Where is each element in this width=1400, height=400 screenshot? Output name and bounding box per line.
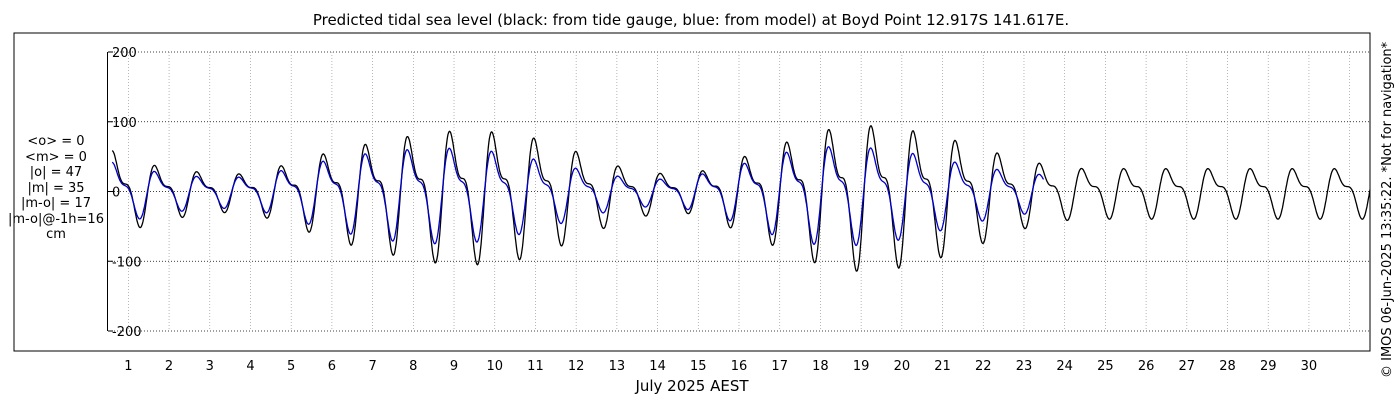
- y-tick-label: -200: [112, 325, 142, 340]
- x-tick-label: 27: [1179, 359, 1196, 374]
- stat-mean-model: <m> = 0: [25, 149, 87, 165]
- stat-mean-observed: <o> = 0: [27, 134, 85, 149]
- x-tick-label: 20: [894, 359, 911, 374]
- x-tick-label: 19: [853, 359, 870, 374]
- x-tick-label: 14: [649, 359, 666, 374]
- x-tick-label: 26: [1138, 359, 1155, 374]
- stat-abs-diff: |m-o| = 17: [20, 196, 91, 211]
- x-tick-label: 5: [287, 359, 295, 374]
- stat-abs-diff-lag: |m-o|@-1h=16: [8, 211, 104, 227]
- x-tick-label: 12: [568, 359, 585, 374]
- x-tick-label: 16: [731, 359, 748, 374]
- statistics-panel: <o> = 0 <m> = 0 |o| = 47 |m| = 35 |m-o| …: [0, 134, 112, 243]
- x-tick-label: 29: [1260, 359, 1277, 374]
- y-tick-label: -100: [112, 255, 142, 270]
- series-tide-gauge-line: [111, 125, 1371, 272]
- stat-unit: cm: [46, 227, 66, 242]
- x-tick-label: 6: [328, 359, 336, 374]
- x-tick-label: 4: [246, 359, 254, 374]
- x-tick-label: 13: [609, 359, 626, 374]
- grid-lines: [108, 51, 1370, 332]
- x-axis-label: July 2025 AEST: [634, 377, 749, 395]
- x-tick-label: 10: [486, 359, 503, 374]
- series-model-line: [111, 145, 1045, 247]
- x-tick-label: 28: [1219, 359, 1236, 374]
- y-tick-label: 100: [112, 116, 137, 131]
- chart-title: Predicted tidal sea level (black: from t…: [313, 11, 1069, 29]
- x-tick-label: 9: [450, 359, 458, 374]
- copyright-notice: © IMOS 06-Jun-2025 13:35:22. *Not for na…: [1380, 41, 1395, 378]
- x-tick-label: 23: [1016, 359, 1033, 374]
- stat-abs-observed: |o| = 47: [29, 165, 83, 180]
- x-tick-label: 22: [975, 359, 992, 374]
- x-tick-label: 2: [165, 359, 173, 374]
- x-tick-label: 30: [1301, 359, 1318, 374]
- x-tick-label: 24: [1056, 359, 1073, 374]
- x-tick-label: 18: [812, 359, 829, 374]
- x-tick-label: 1: [124, 359, 132, 374]
- x-tick-label: 11: [527, 359, 544, 374]
- figure-frame: [13, 32, 1371, 352]
- x-tick-label: 25: [1097, 359, 1114, 374]
- x-tick-label: 3: [206, 359, 214, 374]
- y-tick-label: 200: [112, 46, 137, 61]
- x-tick-label: 17: [771, 359, 788, 374]
- y-tick-label: 0: [112, 186, 120, 201]
- x-axis-ticks: 1 2 3 4 5 6 7 8 9 10 11 12 13 14 15 16 17 18 19 20 21 22 23 24 2…: [124, 359, 1317, 374]
- x-tick-label: 7: [368, 359, 376, 374]
- data-series: [111, 125, 1371, 272]
- stat-abs-model: |m| = 35: [27, 180, 85, 196]
- x-tick-label: 15: [690, 359, 707, 374]
- x-tick-label: 8: [409, 359, 417, 374]
- y-axis-ticks: 200 100 0 -100 -200: [108, 46, 142, 340]
- x-tick-label: 21: [934, 359, 951, 374]
